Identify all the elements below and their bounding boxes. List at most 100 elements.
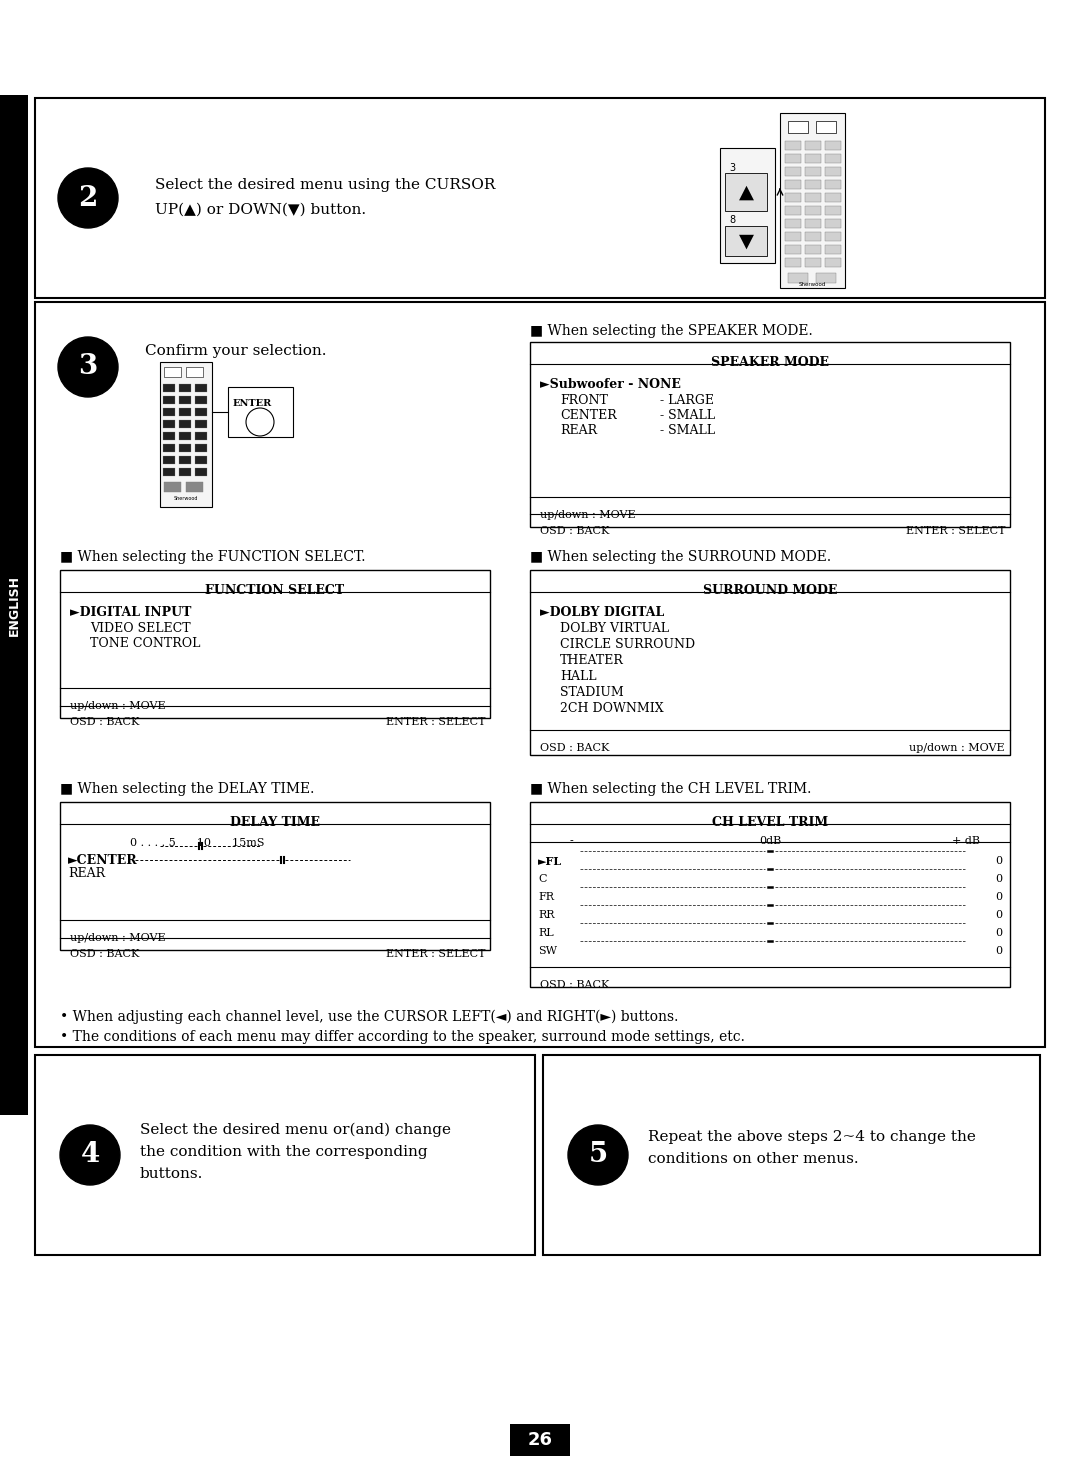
- Bar: [805, 192, 821, 203]
- Bar: [785, 180, 801, 189]
- Text: 4: 4: [80, 1142, 99, 1168]
- Bar: [35, 302, 1045, 1047]
- Text: up/down : MOVE: up/down : MOVE: [909, 742, 1005, 753]
- Bar: [805, 154, 821, 163]
- Bar: [60, 569, 490, 717]
- Bar: [805, 141, 821, 149]
- Text: - SMALL: - SMALL: [660, 410, 715, 422]
- Bar: [195, 467, 207, 476]
- Bar: [785, 257, 801, 268]
- Bar: [780, 112, 845, 288]
- Bar: [179, 408, 191, 416]
- Text: - LARGE: - LARGE: [660, 393, 714, 407]
- Text: 0: 0: [995, 910, 1002, 920]
- Text: ENTER: ENTER: [233, 399, 272, 408]
- Bar: [785, 141, 801, 149]
- Bar: [543, 1055, 1040, 1256]
- Bar: [179, 385, 191, 392]
- Bar: [179, 444, 191, 453]
- Text: 0: 0: [995, 892, 1002, 902]
- Bar: [825, 206, 841, 214]
- Bar: [179, 420, 191, 427]
- Bar: [785, 167, 801, 176]
- Text: 2: 2: [79, 185, 97, 211]
- Bar: [805, 232, 821, 241]
- Bar: [195, 396, 207, 404]
- Bar: [785, 232, 801, 241]
- Text: buttons.: buttons.: [140, 1167, 203, 1182]
- Text: 5: 5: [589, 1142, 608, 1168]
- Circle shape: [58, 337, 118, 396]
- Text: 0 . . . . 5      10      15mS: 0 . . . . 5 10 15mS: [130, 839, 265, 847]
- Bar: [35, 98, 1045, 297]
- Bar: [163, 396, 175, 404]
- Bar: [725, 173, 767, 211]
- Text: ENTER : SELECT: ENTER : SELECT: [386, 950, 485, 958]
- Bar: [179, 432, 191, 439]
- Bar: [805, 206, 821, 214]
- Text: 0dB: 0dB: [759, 836, 781, 846]
- Bar: [530, 342, 1010, 527]
- Text: • When adjusting each channel level, use the CURSOR LEFT(◄) and RIGHT(►) buttons: • When adjusting each channel level, use…: [60, 1010, 678, 1025]
- Text: SPEAKER MODE: SPEAKER MODE: [711, 356, 829, 368]
- Bar: [785, 246, 801, 254]
- Text: up/down : MOVE: up/down : MOVE: [70, 933, 165, 944]
- Text: conditions on other menus.: conditions on other menus.: [648, 1152, 859, 1165]
- Text: Select the desired menu using the CURSOR: Select the desired menu using the CURSOR: [156, 177, 496, 192]
- Bar: [195, 420, 207, 427]
- Text: OSD : BACK: OSD : BACK: [540, 527, 609, 535]
- Text: ►DIGITAL INPUT: ►DIGITAL INPUT: [70, 606, 191, 620]
- Text: REAR: REAR: [561, 424, 597, 436]
- Bar: [805, 167, 821, 176]
- Bar: [725, 226, 767, 256]
- Bar: [825, 192, 841, 203]
- Text: + dB: + dB: [951, 836, 980, 846]
- Text: C: C: [538, 874, 546, 884]
- Text: 3: 3: [79, 353, 97, 380]
- Text: FUNCTION SELECT: FUNCTION SELECT: [205, 584, 345, 598]
- Bar: [825, 167, 841, 176]
- Text: -: -: [570, 836, 573, 846]
- Bar: [179, 467, 191, 476]
- Text: 8: 8: [729, 214, 735, 225]
- Bar: [35, 1055, 535, 1256]
- Bar: [788, 274, 808, 282]
- Circle shape: [60, 1126, 120, 1185]
- Text: • The conditions of each menu may differ according to the speaker, surround mode: • The conditions of each menu may differ…: [60, 1029, 745, 1044]
- Text: 0: 0: [995, 927, 1002, 938]
- Bar: [163, 385, 175, 392]
- Bar: [530, 802, 1010, 986]
- Text: ■ When selecting the SPEAKER MODE.: ■ When selecting the SPEAKER MODE.: [530, 324, 813, 339]
- Bar: [163, 444, 175, 453]
- Text: SURROUND MODE: SURROUND MODE: [703, 584, 837, 598]
- Bar: [785, 192, 801, 203]
- Text: OSD : BACK: OSD : BACK: [540, 981, 609, 989]
- Text: FRONT: FRONT: [561, 393, 608, 407]
- Bar: [195, 432, 207, 439]
- Text: Sherwood: Sherwood: [174, 495, 199, 500]
- Text: Confirm your selection.: Confirm your selection.: [145, 345, 326, 358]
- Text: ENGLISH: ENGLISH: [8, 574, 21, 636]
- Text: 0: 0: [995, 874, 1002, 884]
- Text: THEATER: THEATER: [561, 654, 624, 667]
- Text: RR: RR: [538, 910, 554, 920]
- Bar: [816, 121, 836, 133]
- Text: ENTER : SELECT: ENTER : SELECT: [905, 527, 1005, 535]
- Text: - SMALL: - SMALL: [660, 424, 715, 436]
- Text: 2CH DOWNMIX: 2CH DOWNMIX: [561, 703, 663, 714]
- Bar: [825, 232, 841, 241]
- Bar: [195, 444, 207, 453]
- Bar: [825, 257, 841, 268]
- Bar: [163, 408, 175, 416]
- Text: 0: 0: [995, 856, 1002, 867]
- Text: ■ When selecting the DELAY TIME.: ■ When selecting the DELAY TIME.: [60, 782, 314, 796]
- Bar: [805, 219, 821, 228]
- Text: ►DOLBY DIGITAL: ►DOLBY DIGITAL: [540, 606, 664, 620]
- Bar: [788, 121, 808, 133]
- Bar: [163, 467, 175, 476]
- Bar: [530, 569, 1010, 754]
- Bar: [179, 396, 191, 404]
- Bar: [195, 385, 207, 392]
- Bar: [160, 362, 212, 507]
- Text: FR: FR: [538, 892, 554, 902]
